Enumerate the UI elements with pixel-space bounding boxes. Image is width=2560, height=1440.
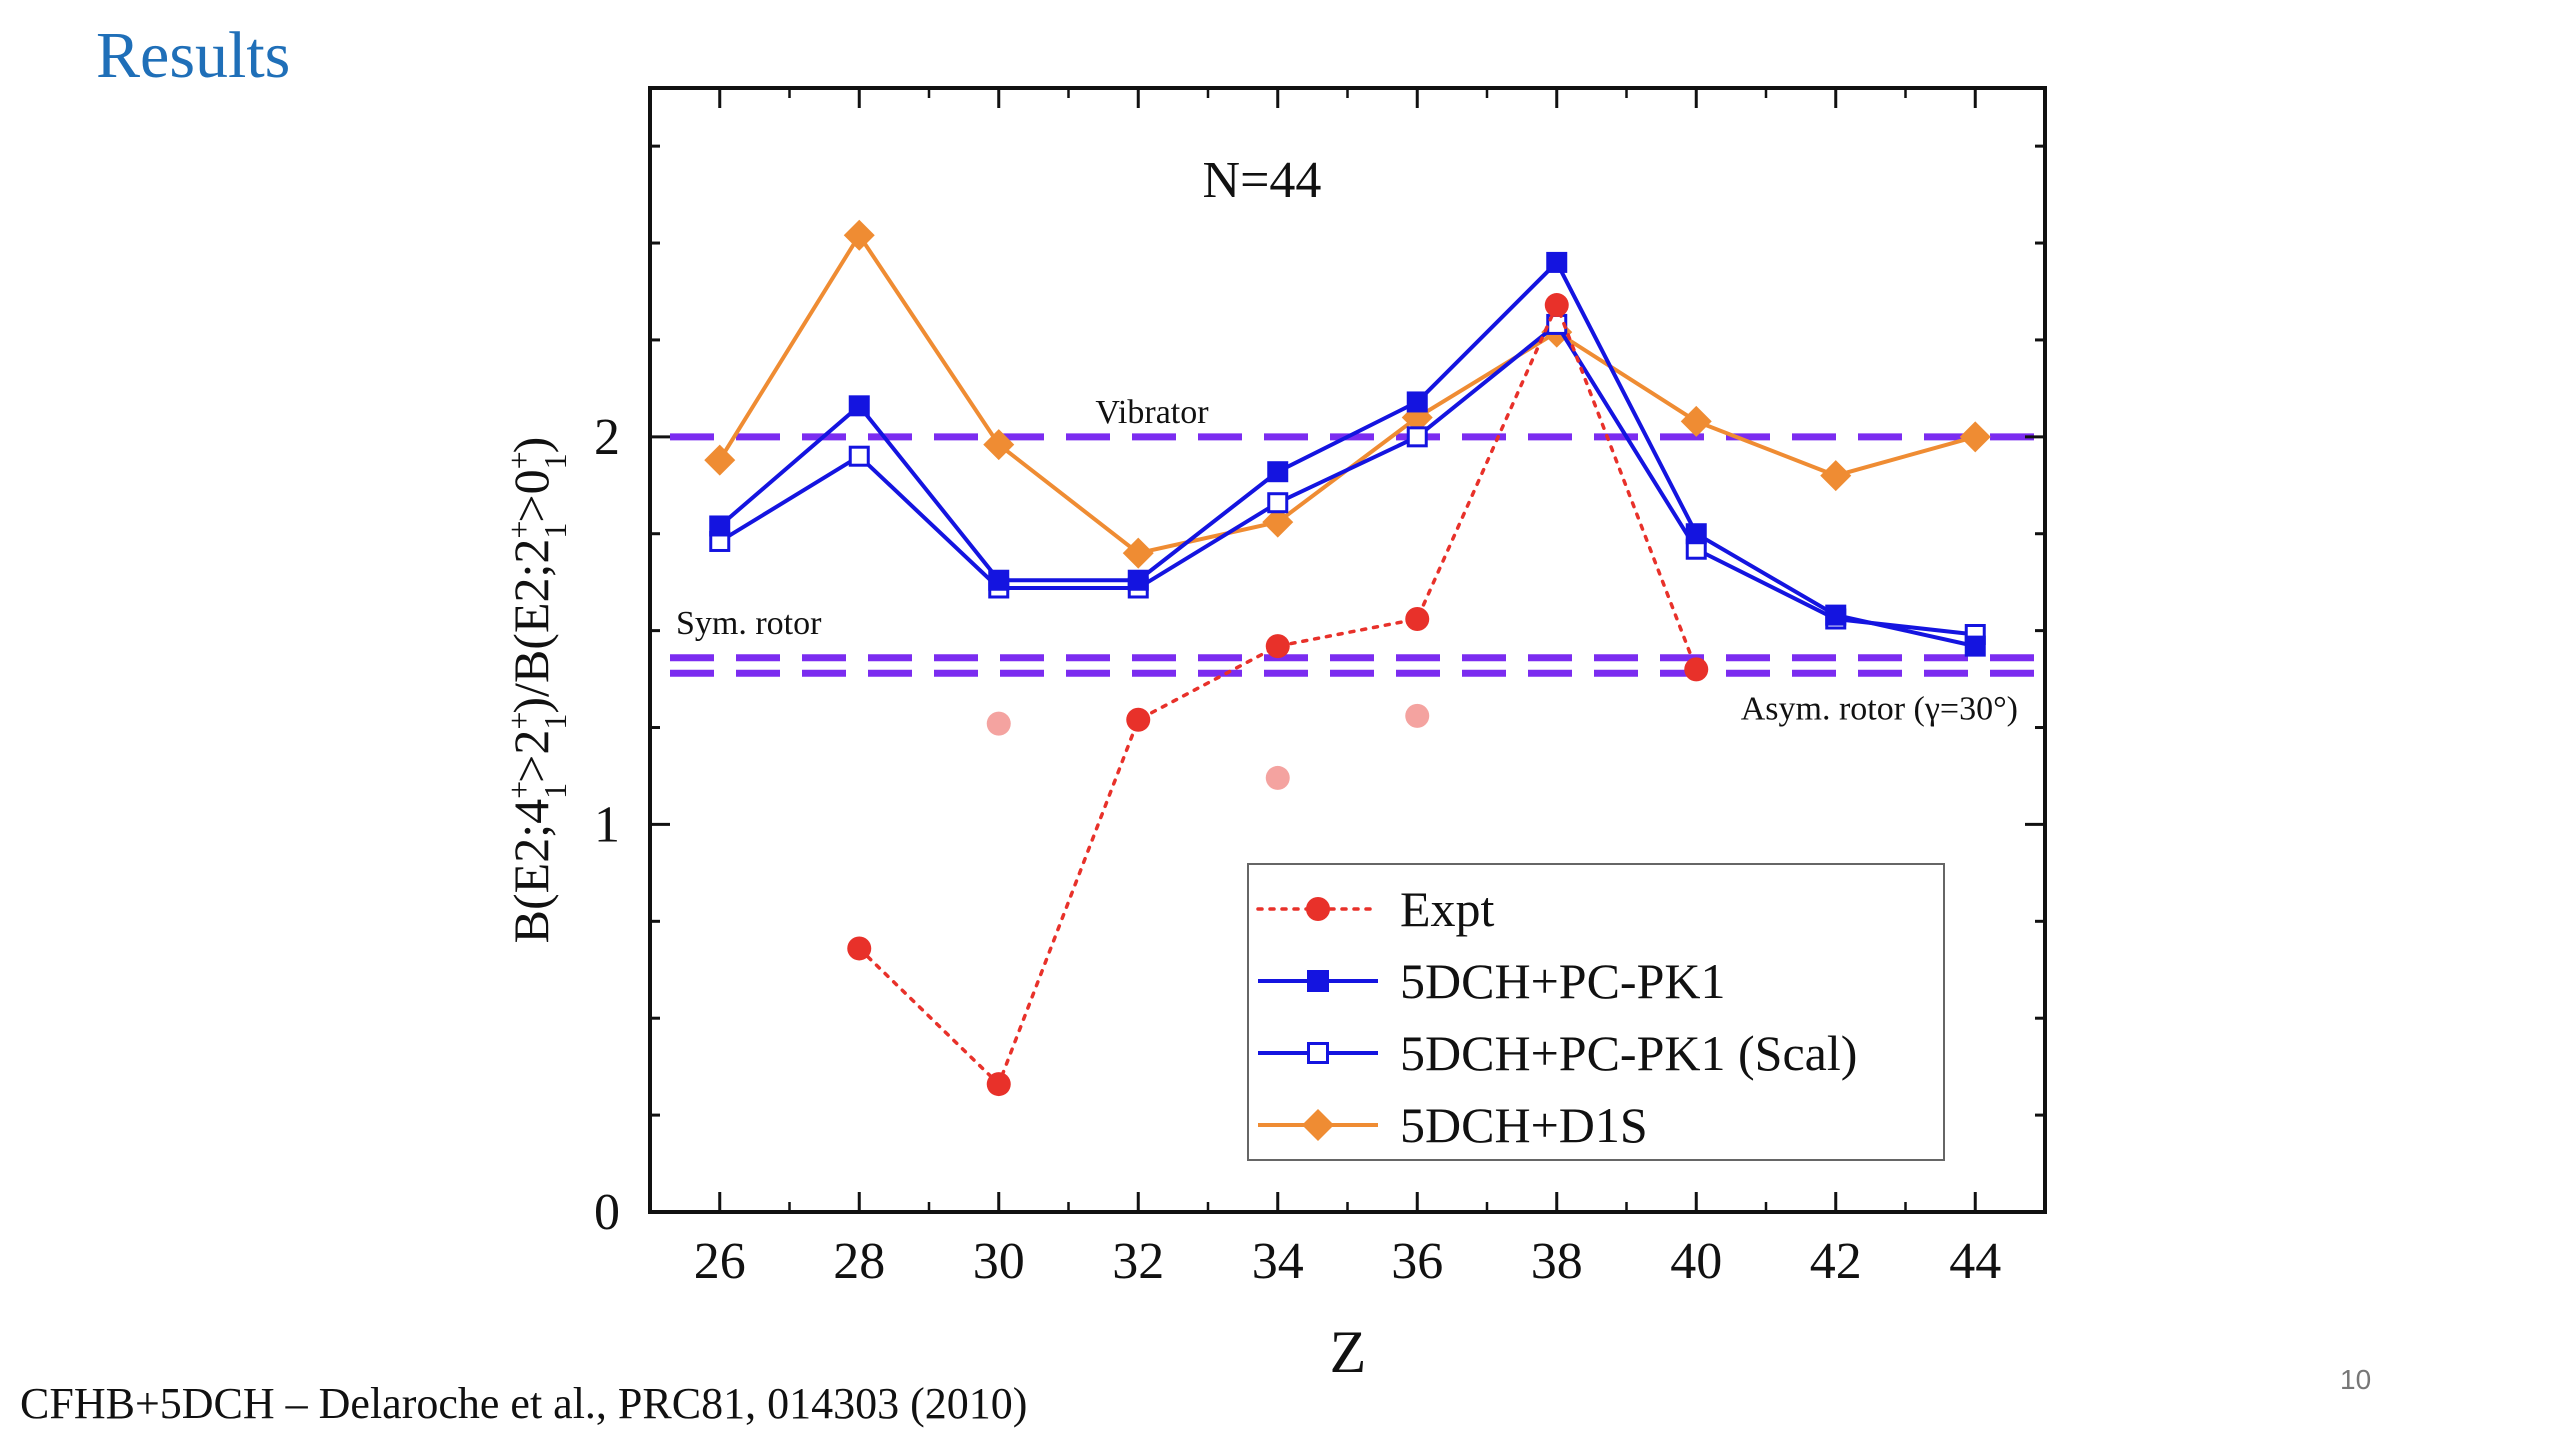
series-1-point-4 — [1267, 461, 1289, 483]
x-tick-label-8: 42 — [1810, 1233, 1862, 1290]
faded-points — [986, 703, 1430, 790]
series-2-point-5 — [1406, 426, 1428, 448]
series-line-1 — [718, 259, 1976, 649]
series-1-point-6 — [1546, 251, 1568, 273]
x-tick-label-2: 30 — [973, 1233, 1025, 1290]
reference-lines — [670, 433, 2037, 677]
legend-marker-1 — [1307, 970, 1329, 992]
series-3-point-8 — [1820, 460, 1852, 492]
legend: Expt 5DCH+PC-PK1 5DCH+PC-PK1 (Scal) 5DCH+D1… — [1247, 863, 1945, 1161]
series-1-point-5 — [1406, 391, 1428, 413]
chart-title: N=44 — [1203, 152, 1322, 209]
legend-marker-0 — [1306, 897, 1330, 921]
x-tick-label-9: 44 — [1949, 1233, 2001, 1290]
series-line-3 — [718, 231, 1976, 556]
series-line-2 — [718, 321, 1976, 637]
y-axis-label: B(E2;4+1>2+1)/B(E2;2+1>0+1) — [501, 437, 573, 944]
series-0-point-0 — [847, 936, 872, 961]
series-2-point-4 — [1267, 492, 1289, 514]
citation: CFHB+5DCH – Delaroche et al., PRC81, 014… — [20, 1379, 1028, 1428]
series-1-point-2 — [988, 569, 1010, 591]
series-1-point-9 — [1964, 635, 1986, 657]
series-1-point-7 — [1685, 523, 1707, 545]
x-tick-label-4: 34 — [1252, 1233, 1304, 1290]
reference-label-2: Asym. rotor (γ=30°) — [1741, 690, 2018, 727]
y-tick-label-0: 0 — [594, 1184, 620, 1241]
legend-label-2: 5DCH+PC-PK1 (Scal) — [1400, 1025, 1857, 1081]
series-0-point-1 — [986, 1072, 1011, 1097]
x-tick-label-6: 38 — [1531, 1233, 1583, 1290]
y-tick-label-1: 1 — [594, 796, 620, 853]
legend-marker-3 — [1302, 1109, 1334, 1141]
series-3-point-7 — [1680, 405, 1712, 437]
series-2-point-1 — [848, 445, 870, 467]
series-0-point-3 — [1265, 634, 1290, 659]
reference-label-0: Vibrator — [1095, 394, 1209, 431]
series-3-point-1 — [843, 219, 875, 251]
x-tick-label-7: 40 — [1670, 1233, 1722, 1290]
series-1-point-8 — [1825, 604, 1847, 626]
series-1-point-1 — [848, 395, 870, 417]
series-0-point-2 — [1126, 707, 1151, 732]
faded-point-0 — [986, 711, 1011, 736]
series-3-point-9 — [1959, 421, 1991, 453]
series-0-point-6 — [1684, 657, 1709, 682]
y-tick-label-2: 2 — [594, 409, 620, 466]
tick-layer: 26 28 30 32 34 36 38 40 42 44 0 1 2 — [594, 88, 2047, 1290]
series-1-point-0 — [709, 515, 731, 537]
legend-label-3: 5DCH+D1S — [1400, 1097, 1648, 1153]
series-layer — [704, 219, 1991, 1097]
page-number: 10 — [2340, 1364, 2372, 1395]
legend-box — [1247, 863, 1945, 1161]
series-3-point-0 — [704, 444, 736, 476]
faded-point-2 — [1405, 703, 1430, 728]
x-tick-label-1: 28 — [833, 1233, 885, 1290]
reference-labels: Vibrator Sym. rotor Asym. rotor (γ=30°) — [676, 394, 2018, 727]
slide-title: Results — [96, 19, 291, 92]
reference-label-1: Sym. rotor — [676, 605, 822, 642]
series-3-point-2 — [983, 429, 1015, 461]
series-3-point-3 — [1122, 537, 1154, 569]
series-0-point-5 — [1544, 293, 1569, 318]
x-tick-label-0: 26 — [694, 1233, 746, 1290]
series-1-point-3 — [1127, 569, 1149, 591]
legend-marker-2 — [1307, 1042, 1329, 1064]
x-axis-label: Z — [1330, 1319, 1367, 1385]
series-0-point-4 — [1405, 606, 1430, 631]
faded-point-1 — [1265, 765, 1290, 790]
legend-label-0: Expt — [1400, 881, 1495, 937]
series-3-point-4 — [1262, 506, 1294, 538]
x-tick-label-3: 32 — [1112, 1233, 1164, 1290]
legend-label-1: 5DCH+PC-PK1 — [1400, 953, 1726, 1009]
x-tick-label-5: 36 — [1391, 1233, 1443, 1290]
